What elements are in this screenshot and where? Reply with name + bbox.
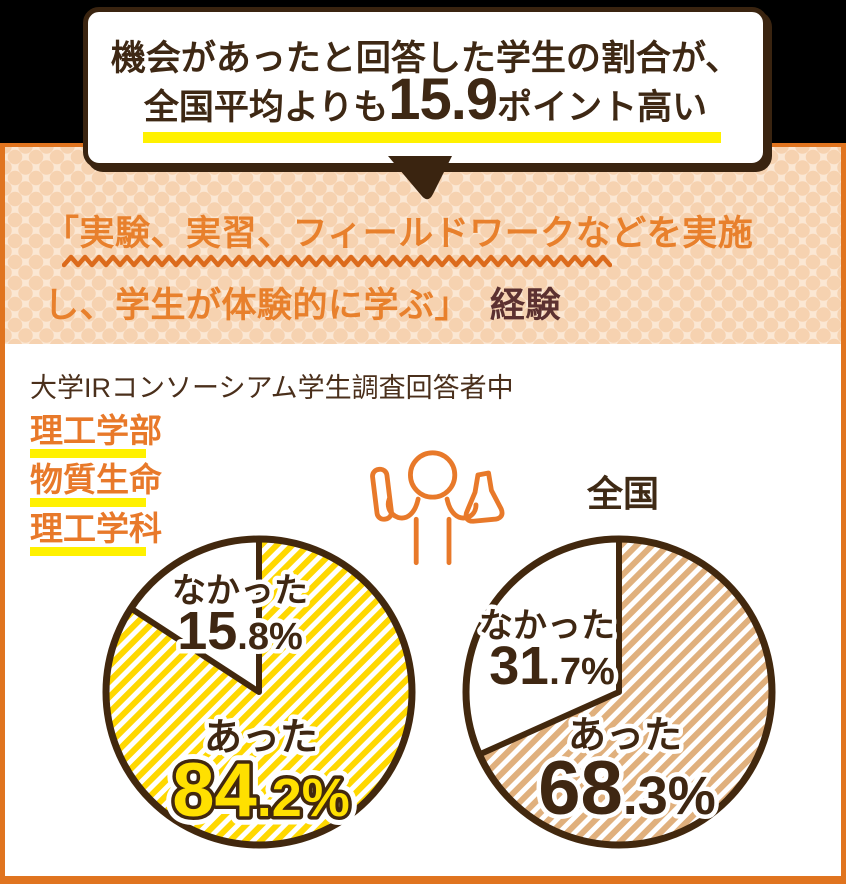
banner-line1: 「実験、実習、フィールドワークなどを実施 (44, 214, 754, 253)
national-average-label: 全国 (586, 473, 659, 514)
survey-caption: 大学IRコンソーシアム学生調査回答者中 (30, 373, 514, 403)
banner-line2-quote: し、学生が体験的に学ぶ」 (44, 286, 471, 325)
pie-value-atta: 68.3% (538, 746, 716, 831)
yellow-underline-bar (30, 498, 146, 507)
department-label: 物質生命 (30, 461, 162, 498)
yellow-underline-bar (30, 547, 146, 556)
callout-line2: 全国平均よりも15.9ポイント高い (88, 66, 763, 133)
pie-value-nakatta: 31.7% (489, 636, 615, 696)
pie-slice-borders (476, 536, 622, 758)
pie-slice-striped (479, 539, 773, 845)
pie-label-atta: あった (568, 715, 682, 757)
pie-value-nakatta: 15.8% (177, 601, 303, 661)
pie-chart-national: なかった 31.7% あった 68.3% (462, 535, 776, 849)
callout-line2-suffix: ポイント高い (497, 88, 708, 127)
department-label-row: 理工学部 (30, 414, 162, 458)
department-label: 理工学科 (30, 510, 162, 547)
pie-label-atta: あった (204, 717, 318, 759)
callout-line2-prefix: 全国平均よりも (143, 88, 389, 127)
banner-line2-suffix: 経験 (490, 286, 562, 325)
wavy-underline-path (62, 254, 612, 268)
pie-label-nakatta: なかった (479, 607, 615, 645)
scientist-person-icon (370, 450, 505, 566)
department-label: 理工学部 (30, 412, 162, 449)
callout-highlight-number: 15.9 (388, 67, 498, 132)
wavy-underline-icon (62, 254, 612, 268)
callout-speech-bubble: 機会があったと回答した学生の割合が、 全国平均よりも15.9ポイント高い (83, 7, 768, 200)
pie-slice-borders (127, 536, 262, 695)
callout-line1: 機会があったと回答した学生の割合が、 (110, 39, 741, 78)
banner-line2: し、学生が体験的に学ぶ」 経験 (44, 277, 561, 328)
pie-value-atta: 84.2% (172, 748, 350, 833)
callout-yellow-underline (143, 132, 721, 143)
department-label-row: 理工学科 (30, 512, 162, 556)
department-label-group: 理工学部 物質生命 理工学科 (30, 414, 162, 561)
speech-bubble-tail-icon (388, 156, 452, 200)
yellow-underline-bar (30, 449, 146, 458)
pie-label-nakatta: なかった (172, 572, 308, 610)
pie-chart-department: なかった 15.8% あった 84.2% 84.2% (102, 535, 416, 849)
department-label-row: 物質生命 (30, 463, 162, 507)
pie-value-atta-halo: 84.2% (172, 748, 350, 833)
